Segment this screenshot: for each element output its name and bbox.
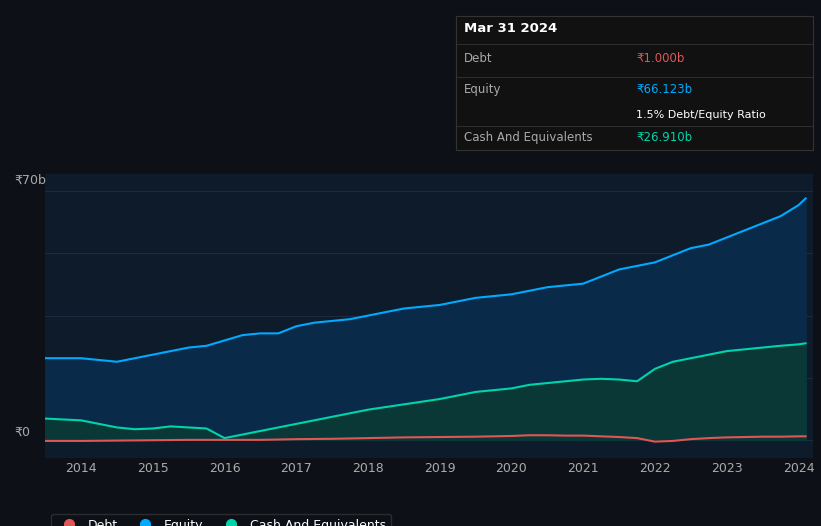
Text: ₹70b: ₹70b [15, 174, 46, 187]
Text: Debt: Debt [464, 52, 493, 65]
Legend: Debt, Equity, Cash And Equivalents: Debt, Equity, Cash And Equivalents [52, 513, 391, 526]
Text: ₹1.000b: ₹1.000b [636, 52, 685, 65]
Text: Mar 31 2024: Mar 31 2024 [464, 22, 557, 35]
Text: Cash And Equivalents: Cash And Equivalents [464, 131, 593, 144]
Text: ₹0: ₹0 [15, 426, 30, 439]
Text: ₹26.910b: ₹26.910b [636, 131, 692, 144]
Text: Equity: Equity [464, 83, 502, 96]
Text: ₹66.123b: ₹66.123b [636, 83, 692, 96]
Text: 1.5% Debt/Equity Ratio: 1.5% Debt/Equity Ratio [636, 110, 766, 120]
